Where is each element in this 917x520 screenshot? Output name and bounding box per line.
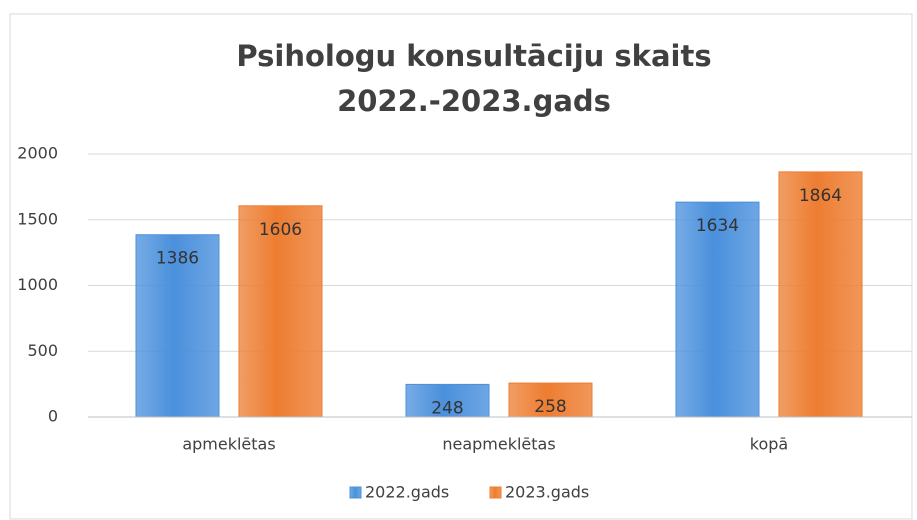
data-label: 258	[534, 397, 566, 417]
legend-label: 2023.gads	[505, 483, 589, 502]
x-tick-label: neapmeklētas	[442, 435, 555, 454]
data-label: 1606	[259, 220, 302, 240]
bar	[238, 205, 323, 418]
bar	[675, 201, 760, 418]
legend-label: 2022.gads	[365, 483, 449, 502]
x-tick-label: kopā	[750, 435, 788, 454]
data-label: 1634	[696, 216, 739, 236]
chart-title: 2022.-2023.gads	[337, 84, 611, 118]
y-tick-label: 500	[27, 341, 58, 360]
y-tick-label: 2000	[17, 144, 58, 163]
legend-swatch	[349, 486, 362, 499]
chart-title: Psihologu konsultāciju skaits	[236, 39, 711, 73]
y-tick-label: 1000	[17, 275, 58, 294]
y-tick-label: 1500	[17, 209, 58, 228]
data-label: 248	[431, 398, 463, 418]
x-tick-label: apmeklētas	[182, 435, 275, 454]
bar	[405, 383, 490, 418]
bar	[508, 382, 593, 418]
bar	[778, 171, 863, 418]
data-label: 1386	[156, 249, 199, 269]
data-label: 1864	[799, 186, 842, 206]
legend-swatch	[489, 486, 502, 499]
y-tick-label: 0	[48, 407, 58, 426]
